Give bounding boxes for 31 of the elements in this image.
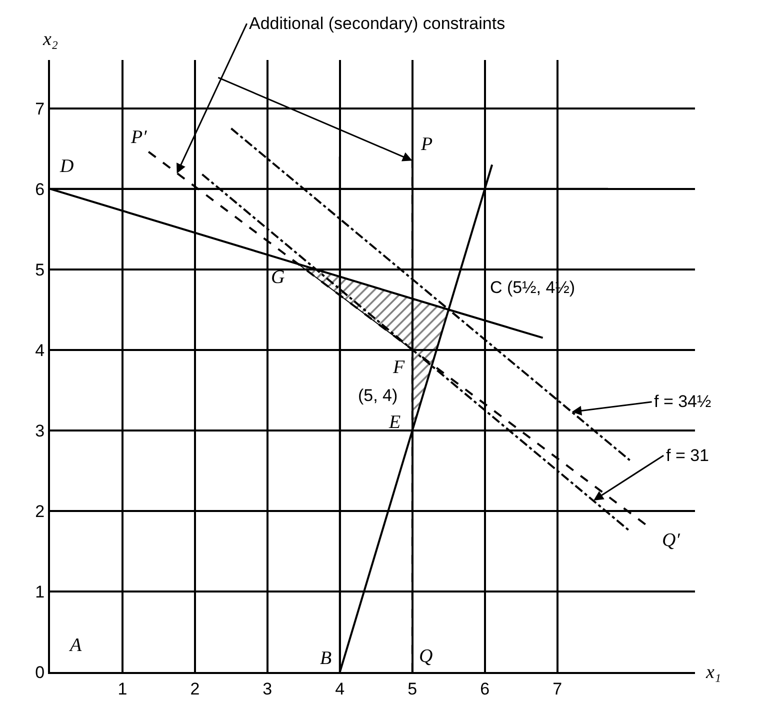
- y-tick-label: 6: [35, 180, 45, 199]
- x-tick-label: 7: [552, 679, 562, 698]
- y-axis-title: x₂: [42, 29, 58, 50]
- x-tick-label: 1: [118, 679, 128, 698]
- annotation: Additional (secondary) constraints: [249, 14, 506, 33]
- annotation: B: [320, 648, 332, 669]
- annotation: A: [68, 635, 82, 656]
- x-tick-label: 2: [190, 679, 200, 698]
- x-tick-label: 6: [480, 679, 490, 698]
- annotation: E: [388, 412, 401, 433]
- y-tick-label: 4: [35, 340, 45, 360]
- y-tick-label: 7: [35, 99, 45, 118]
- annotation: P′: [130, 127, 148, 148]
- annotation: D: [59, 156, 74, 177]
- annotation: f = 34½: [654, 392, 712, 411]
- y-tick-label: 3: [35, 421, 45, 440]
- x-tick-label: 4: [335, 679, 345, 698]
- annotation: (5, 4): [358, 386, 398, 405]
- x-tick-label: 3: [262, 679, 272, 698]
- y-tick-label: 1: [35, 582, 45, 602]
- annotation: Q′: [662, 530, 681, 551]
- y-tick-label: 5: [35, 260, 45, 280]
- annotation: F: [392, 357, 405, 378]
- annotation: f = 31: [666, 446, 710, 465]
- annotation: G: [271, 267, 285, 288]
- y-tick-label: 2: [35, 502, 45, 521]
- annotation: P: [420, 134, 433, 155]
- y-tick-label: 0: [35, 662, 45, 682]
- x-tick-label: 5: [408, 679, 418, 698]
- x-axis-title: x₁: [705, 662, 722, 683]
- annotation: Q: [419, 646, 433, 667]
